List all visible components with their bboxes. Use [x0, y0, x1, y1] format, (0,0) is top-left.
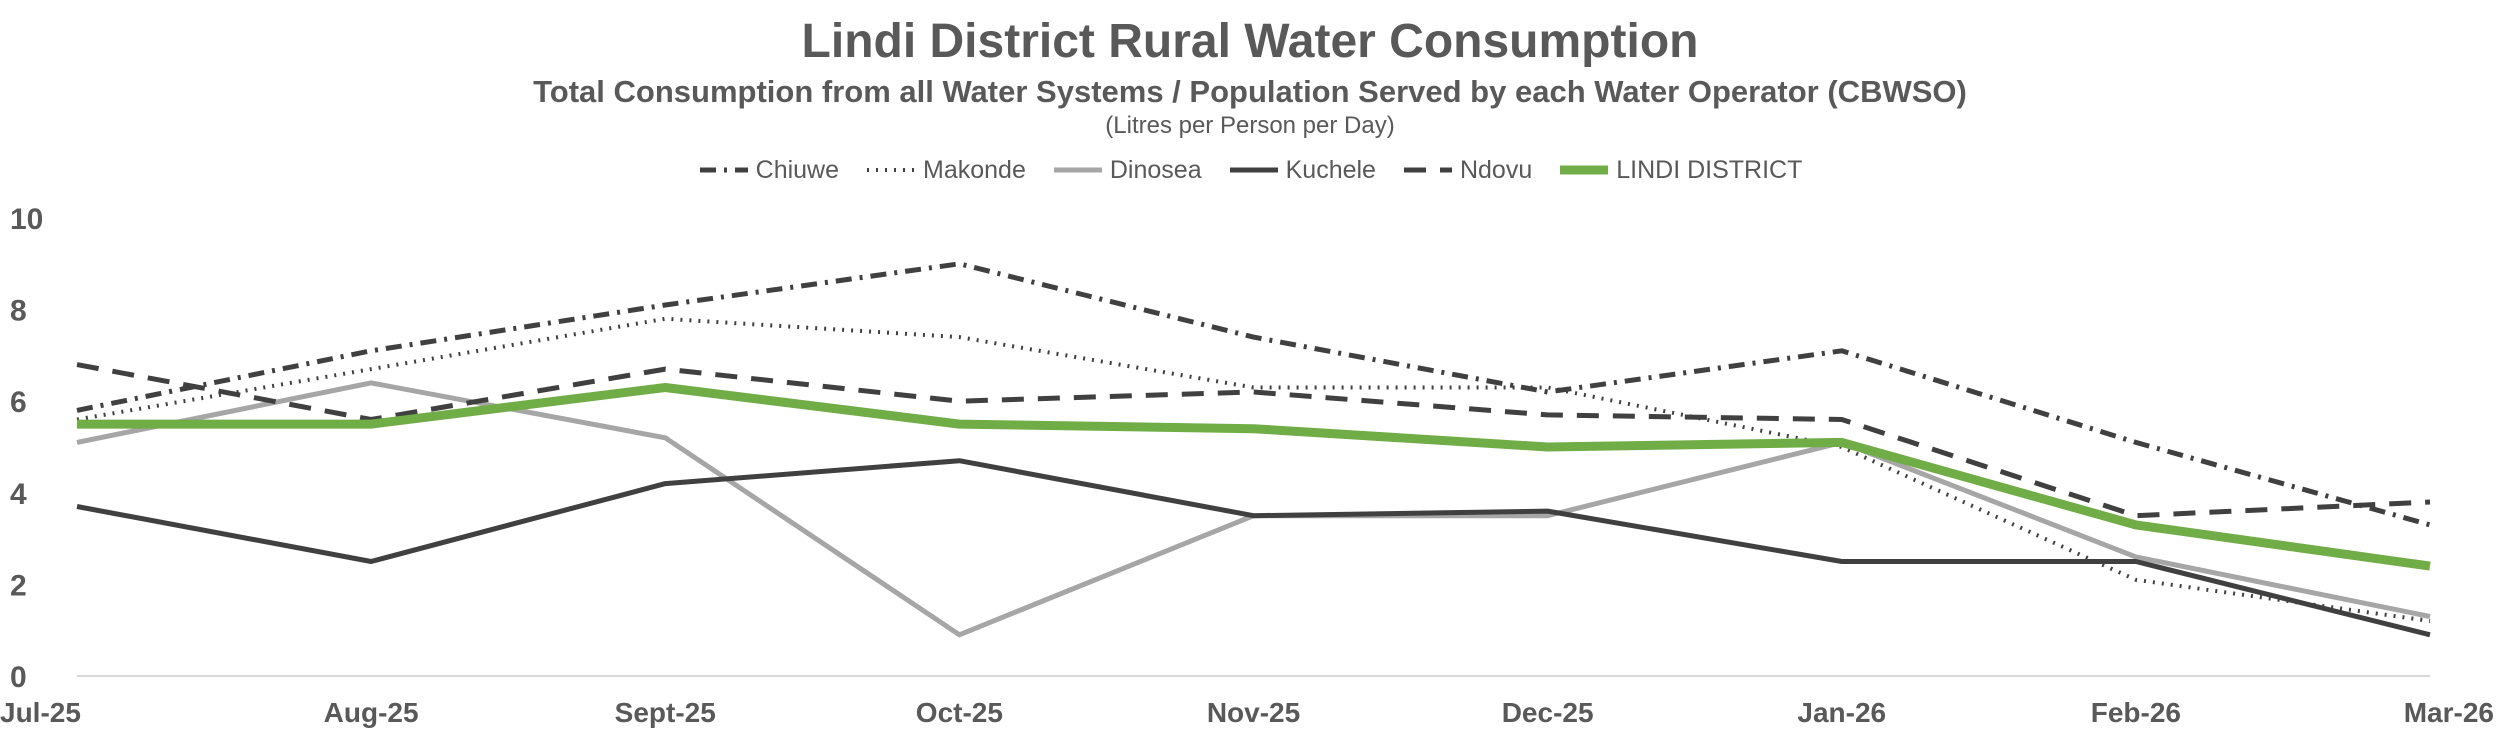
legend-item-lindi-district: LINDI DISTRICT: [1558, 156, 1802, 185]
y-tick-label: 6: [10, 386, 27, 419]
legend-item-kuchele: Kuchele: [1228, 156, 1376, 185]
x-tick-label: Feb-26: [2091, 697, 2181, 728]
series-line-kuchele: [76, 458, 2431, 638]
legend-label: LINDI DISTRICT: [1616, 155, 1803, 184]
chart-units-note: (Litres per Person per Day): [1105, 112, 1395, 139]
legend-label: Ndovu: [1459, 155, 1533, 184]
series-line-makonde: [76, 316, 2431, 623]
legend-swatch: [867, 168, 916, 172]
series-line-chiuwe: [76, 261, 2431, 528]
legend-label: Makonde: [923, 155, 1026, 184]
legend-swatch: [699, 167, 748, 173]
legend-item-makonde: Makonde: [865, 156, 1026, 185]
y-tick-label: 0: [10, 661, 27, 694]
series-line-lindi-district: [77, 383, 2431, 571]
legend-label: Kuchele: [1285, 155, 1376, 184]
x-tick-label: Mar-26: [2404, 697, 2494, 728]
legend-item-ndovu: Ndovu: [1402, 156, 1532, 185]
legend-label: Chiuwe: [755, 155, 840, 184]
x-tick-label: Aug-25: [324, 697, 419, 728]
x-tick-label: Dec-25: [1502, 697, 1594, 728]
legend-item-chiuwe: Chiuwe: [698, 156, 839, 185]
x-tick-label: Oct-25: [916, 697, 1003, 728]
legend-swatch: [1403, 167, 1452, 173]
series-line-ndovu: [76, 362, 2431, 519]
y-tick-label: 2: [10, 569, 27, 602]
legend-swatch: [1560, 165, 1609, 175]
x-tick-label: Nov-25: [1207, 697, 1300, 728]
y-tick-label: 10: [10, 203, 43, 236]
legend-swatch: [1053, 167, 1102, 173]
chart-subtitle: Total Consumption from all Water Systems…: [533, 74, 1967, 109]
chart-legend: Chiuwe Makonde Dinosea Kuchele Ndovu LINDI DI…: [0, 152, 2500, 188]
legend-swatch: [1229, 167, 1278, 173]
legend-label: Dinosea: [1109, 155, 1202, 184]
legend-item-dinosea: Dinosea: [1052, 156, 1202, 185]
x-tick-label: Sept-25: [615, 697, 716, 728]
x-tick-label: Jul-25: [0, 697, 81, 728]
y-tick-label: 4: [10, 478, 27, 511]
y-tick-label: 8: [10, 295, 27, 328]
x-tick-label: Jan-26: [1797, 697, 1886, 728]
chart-title: Lindi District Rural Water Consumption: [801, 15, 1699, 68]
